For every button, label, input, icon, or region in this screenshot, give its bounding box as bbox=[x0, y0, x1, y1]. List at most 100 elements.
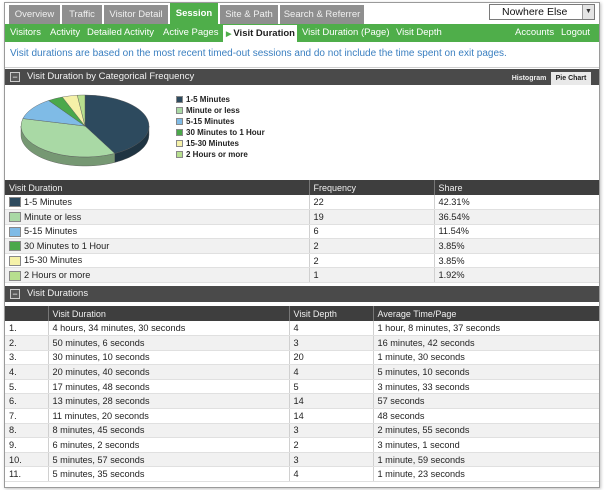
row-index: 10. bbox=[5, 452, 49, 468]
visit-duration-cell: 17 minutes, 48 seconds bbox=[48, 379, 290, 395]
pie-slice bbox=[20, 118, 116, 158]
subnav-active-pages[interactable]: Active Pages bbox=[163, 27, 219, 38]
color-swatch bbox=[9, 226, 21, 237]
row-index: 4. bbox=[5, 364, 49, 380]
subnav-activity[interactable]: Activity bbox=[50, 27, 81, 38]
visit-depth-cell: 3 bbox=[289, 423, 374, 439]
visit-duration-cell: 11 minutes, 20 seconds bbox=[48, 408, 290, 424]
pie-slice bbox=[77, 94, 86, 127]
frequency-cell: 2 bbox=[309, 238, 435, 254]
average-time-cell: 16 minutes, 42 seconds bbox=[373, 335, 599, 351]
row-index: 1. bbox=[5, 321, 49, 337]
row-index: 9. bbox=[5, 437, 49, 453]
tab-session[interactable]: Session bbox=[170, 3, 218, 24]
table-row: 5-15 Minutes 6 11.54% bbox=[5, 224, 599, 240]
visit-durations-table: Visit Duration Visit Depth Average Time/… bbox=[5, 306, 599, 483]
table-row: 6. 13 minutes, 28 seconds 14 57 seconds bbox=[5, 393, 599, 410]
tab-pie-chart[interactable]: Pie Chart bbox=[551, 72, 591, 85]
visit-duration-cell: 20 minutes, 40 seconds bbox=[48, 364, 290, 380]
duration-label: 15-30 Minutes bbox=[24, 255, 83, 266]
duration-label: Minute or less bbox=[24, 211, 82, 222]
legend-swatch bbox=[176, 151, 183, 158]
section-header-visit-durations: − Visit Durations bbox=[5, 286, 599, 302]
row-index: 5. bbox=[5, 379, 49, 395]
color-swatch bbox=[9, 270, 21, 281]
frequency-cell: 2 bbox=[309, 253, 435, 269]
average-time-cell: 1 hour, 8 minutes, 37 seconds bbox=[373, 321, 599, 337]
visit-duration-cell: 5 minutes, 57 seconds bbox=[48, 452, 290, 468]
legend-item: 1-5 Minutes bbox=[176, 94, 265, 105]
tab-traffic[interactable]: Traffic bbox=[62, 5, 102, 24]
legend-item: 5-15 Minutes bbox=[176, 116, 265, 127]
duration-cell: Minute or less bbox=[5, 209, 310, 225]
collapse-icon[interactable]: − bbox=[10, 289, 20, 299]
legend-label: 2 Hours or more bbox=[186, 150, 248, 159]
table-row: 9. 6 minutes, 2 seconds 2 3 minutes, 1 seco… bbox=[5, 437, 599, 453]
table-row: 3. 30 minutes, 10 seconds 20 1 minute, 30 s… bbox=[5, 350, 599, 366]
visit-duration-cell: 8 minutes, 45 seconds bbox=[48, 423, 290, 439]
section-title: Visit Duration by Categorical Frequency bbox=[27, 71, 195, 82]
subnav-visit-duration-label: Visit Duration bbox=[233, 28, 295, 39]
col-header-visit-duration[interactable]: Visit Duration bbox=[48, 306, 290, 321]
col-header-average-time-page[interactable]: Average Time/Page bbox=[373, 306, 599, 321]
chevron-down-icon[interactable]: ▼ bbox=[582, 5, 594, 19]
table-row: 2. 50 minutes, 6 seconds 3 16 minutes, 42 s… bbox=[5, 335, 599, 351]
tab-search-referrer[interactable]: Search & Referrer bbox=[280, 5, 364, 24]
logout-link[interactable]: Logout bbox=[561, 27, 591, 38]
visit-duration-cell: 6 minutes, 2 seconds bbox=[48, 437, 290, 453]
col-header-share[interactable]: Share bbox=[434, 180, 599, 195]
subnav-detailed-activity[interactable]: Detailed Activity bbox=[87, 27, 155, 38]
pie-slice bbox=[84, 94, 150, 154]
tab-histogram[interactable]: Histogram bbox=[511, 75, 547, 82]
duration-cell: 2 Hours or more bbox=[5, 267, 310, 284]
visit-depth-cell: 20 bbox=[289, 350, 374, 366]
col-header-visit-duration[interactable]: Visit Duration bbox=[5, 180, 310, 195]
visit-depth-cell: 4 bbox=[289, 364, 374, 380]
accounts-link[interactable]: Accounts bbox=[515, 27, 555, 38]
section-header-frequency: − Visit Duration by Categorical Frequenc… bbox=[5, 69, 599, 85]
table-row: 11. 5 minutes, 35 seconds 4 1 minute, 23 se… bbox=[5, 466, 599, 483]
table-row: 30 Minutes to 1 Hour 2 3.85% bbox=[5, 238, 599, 254]
share-cell: 3.85% bbox=[434, 253, 599, 269]
average-time-cell: 57 seconds bbox=[373, 393, 599, 410]
visit-depth-cell: 2 bbox=[289, 437, 374, 453]
subnav-visit-duration[interactable]: ▶ Visit Duration bbox=[223, 25, 297, 42]
tab-site-path[interactable]: Site & Path bbox=[220, 5, 278, 24]
tab-visitor-detail[interactable]: Visitor Detail bbox=[104, 5, 168, 24]
table-row: 10. 5 minutes, 57 seconds 3 1 minute, 59 se… bbox=[5, 452, 599, 468]
collapse-icon[interactable]: − bbox=[10, 72, 20, 82]
site-selector[interactable]: Nowhere Else ▼ bbox=[489, 4, 595, 20]
visit-duration-cell: 50 minutes, 6 seconds bbox=[48, 335, 290, 351]
table-row: 4. 20 minutes, 40 seconds 4 5 minutes, 10 s… bbox=[5, 364, 599, 380]
legend-swatch bbox=[176, 118, 183, 125]
subnav-visitors[interactable]: Visitors bbox=[10, 27, 41, 38]
color-swatch bbox=[9, 197, 21, 208]
subnav-visit-depth[interactable]: Visit Depth bbox=[396, 27, 442, 38]
table-row: Minute or less 19 36.54% bbox=[5, 209, 599, 225]
share-cell: 36.54% bbox=[434, 209, 599, 225]
col-header-frequency[interactable]: Frequency bbox=[309, 180, 435, 195]
average-time-cell: 3 minutes, 33 seconds bbox=[373, 379, 599, 395]
duration-label: 5-15 Minutes bbox=[24, 226, 78, 237]
row-index: 2. bbox=[5, 335, 49, 351]
legend-label: 1-5 Minutes bbox=[186, 95, 231, 104]
visit-duration-cell: 30 minutes, 10 seconds bbox=[48, 350, 290, 366]
subnav-visit-duration-page[interactable]: Visit Duration (Page) bbox=[302, 27, 390, 38]
visit-duration-cell: 4 hours, 34 minutes, 30 seconds bbox=[48, 321, 290, 337]
average-time-cell: 2 minutes, 55 seconds bbox=[373, 423, 599, 439]
col-header-index bbox=[5, 306, 49, 321]
visit-depth-cell: 3 bbox=[289, 452, 374, 468]
legend-item: 15-30 Minutes bbox=[176, 138, 265, 149]
table-row: 15-30 Minutes 2 3.85% bbox=[5, 253, 599, 269]
frequency-cell: 19 bbox=[309, 209, 435, 225]
legend-label: 30 Minutes to 1 Hour bbox=[186, 128, 265, 137]
row-index: 8. bbox=[5, 423, 49, 439]
table-row: 2 Hours or more 1 1.92% bbox=[5, 267, 599, 284]
tab-overview[interactable]: Overview bbox=[9, 5, 60, 24]
visit-duration-cell: 5 minutes, 35 seconds bbox=[48, 466, 290, 483]
average-time-cell: 1 minute, 30 seconds bbox=[373, 350, 599, 366]
duration-label: 2 Hours or more bbox=[24, 269, 91, 280]
row-index: 6. bbox=[5, 393, 49, 410]
col-header-visit-depth[interactable]: Visit Depth bbox=[289, 306, 374, 321]
table-row: 1. 4 hours, 34 minutes, 30 seconds 4 1 hour… bbox=[5, 321, 599, 337]
